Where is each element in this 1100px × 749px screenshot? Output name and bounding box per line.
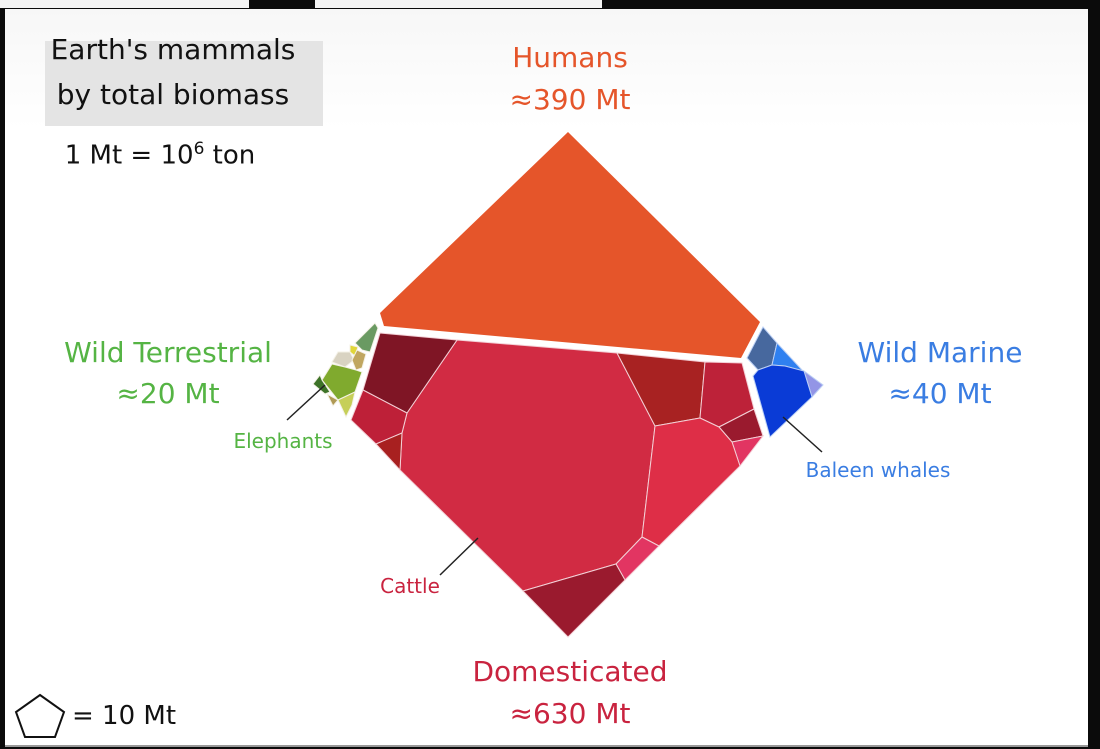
baleen-whales-leader-line [782, 416, 823, 453]
wild-marine-cell-baleen-whales [752, 364, 813, 438]
diagram-canvas [5, 9, 1088, 747]
wild-terrestrial-cell [325, 392, 339, 407]
humans-cell [380, 132, 760, 358]
humans-value: ≈390 Mt [509, 83, 631, 116]
wild-terrestrial-cell [331, 351, 355, 368]
cattle-callout: Cattle [380, 574, 440, 598]
domesticated-value: ≈630 Mt [509, 697, 631, 730]
domesticated-label: Domesticated [472, 655, 668, 688]
wild-marine-value: ≈40 Mt [888, 377, 992, 410]
wild-terrestrial-cell [351, 349, 367, 371]
wild-terrestrial-cell [312, 374, 331, 395]
domestic-cell [375, 432, 403, 472]
wild-terrestrial-cell [337, 391, 356, 419]
unit-note: 1 Mt = 106 ton [64, 139, 256, 171]
domestic-cell [522, 563, 626, 638]
window-top-strip [0, 0, 1100, 8]
elephants-leader-line [286, 384, 326, 421]
baleen-whales-callout: Baleen whales [805, 458, 951, 482]
title-line-2: by total biomass [56, 78, 290, 111]
cattle-leader-line [439, 537, 479, 576]
elephants-callout: Elephants [233, 429, 333, 453]
wild-terrestrial-label: Wild Terrestrial [64, 336, 272, 369]
voronoi-treemap [14, 132, 824, 738]
wild-terrestrial-cell [354, 322, 379, 353]
title-line-1: Earth's mammals [50, 33, 296, 66]
domestic-cell-cattle [399, 339, 656, 592]
pentagon-icon [14, 693, 66, 738]
humans-label: Humans [512, 41, 628, 74]
wild-terrestrial-value: ≈20 Mt [116, 377, 220, 410]
wild-marine-label: Wild Marine [857, 336, 1023, 369]
title-box [45, 41, 323, 126]
legend-scale-text: = 10 Mt [71, 701, 177, 731]
domestic-cell [641, 417, 741, 547]
